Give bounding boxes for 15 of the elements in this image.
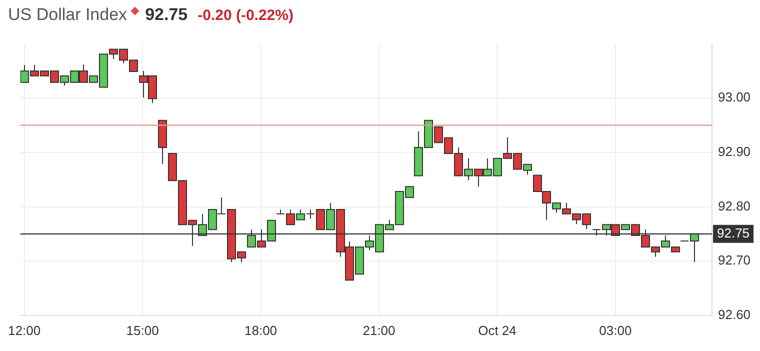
x-tick-label: 15:00 — [126, 322, 159, 338]
y-tick-label: 93.00 — [718, 90, 751, 105]
x-tick-label: 12:00 — [8, 322, 41, 338]
y-tick-label: 92.60 — [718, 306, 751, 322]
x-tick-label: 21:00 — [362, 322, 396, 338]
ref-line-label: 92.75 — [717, 226, 750, 240]
y-tick-label: 92.90 — [718, 144, 751, 160]
text: 92.75 — [145, 5, 188, 25]
chart-title: US Dollar Index — [8, 5, 128, 25]
x-tick-label: 18:00 — [244, 322, 278, 338]
x-tick-label: Oct 24 — [478, 322, 516, 338]
y-tick-label: 92.80 — [718, 198, 751, 214]
text: -0.20 (-0.22%) — [198, 6, 294, 24]
y-tick-label: 92.70 — [718, 252, 751, 268]
x-tick-label: 03:00 — [599, 322, 632, 338]
